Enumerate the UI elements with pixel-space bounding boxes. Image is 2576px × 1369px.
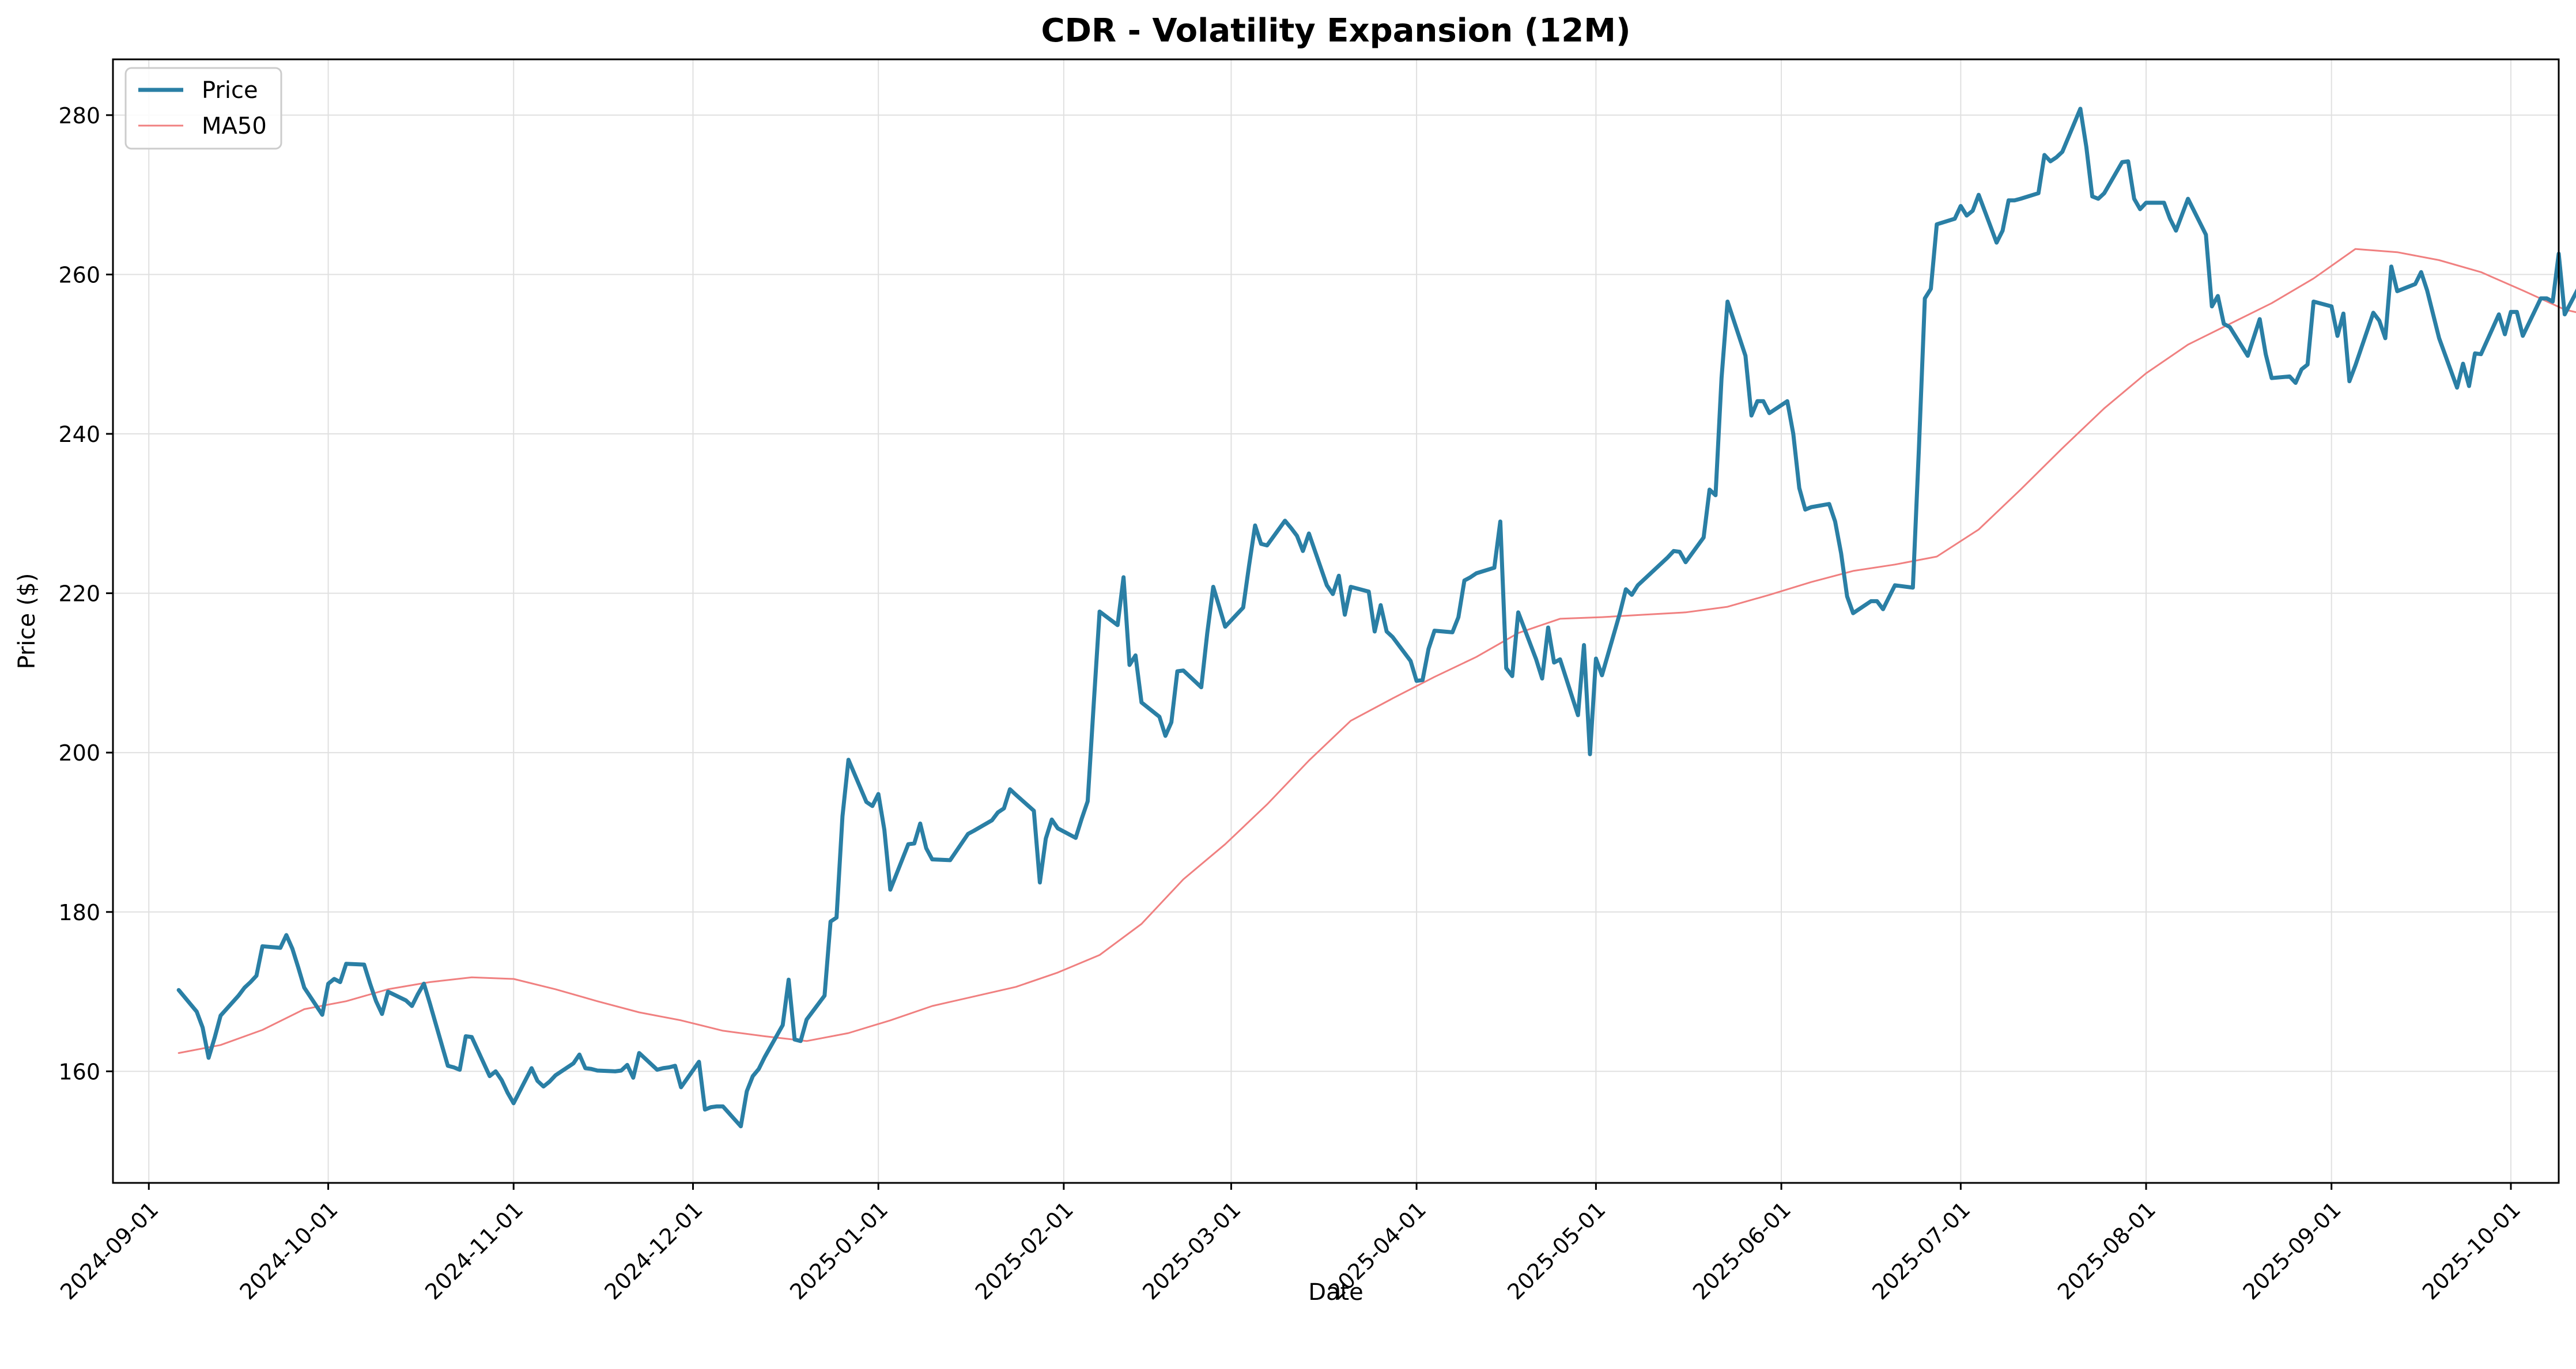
y-tick-label: 200 [58, 740, 100, 766]
series-line-ma50 [177, 248, 2576, 1054]
legend: Price MA50 [124, 67, 282, 150]
chart-title: CDR - Volatility Expansion (12M) [1041, 12, 1630, 50]
grid-layer [113, 59, 2559, 1183]
x-axis-label: Date [1308, 1279, 1363, 1306]
plot-frame [112, 58, 2560, 1184]
legend-label-price: Price [202, 77, 258, 104]
y-tick-label: 240 [58, 422, 100, 447]
y-tick-label: 260 [58, 262, 100, 288]
series-layer [176, 107, 2576, 1129]
legend-label-ma50: MA50 [202, 113, 267, 139]
series-line-price [176, 107, 2576, 1129]
y-axis-label: Price ($) [14, 573, 40, 670]
y-tick-label: 280 [58, 103, 100, 128]
y-tick-label: 160 [58, 1059, 100, 1084]
y-tick-label: 180 [58, 900, 100, 925]
y-tick-label: 220 [58, 581, 100, 607]
